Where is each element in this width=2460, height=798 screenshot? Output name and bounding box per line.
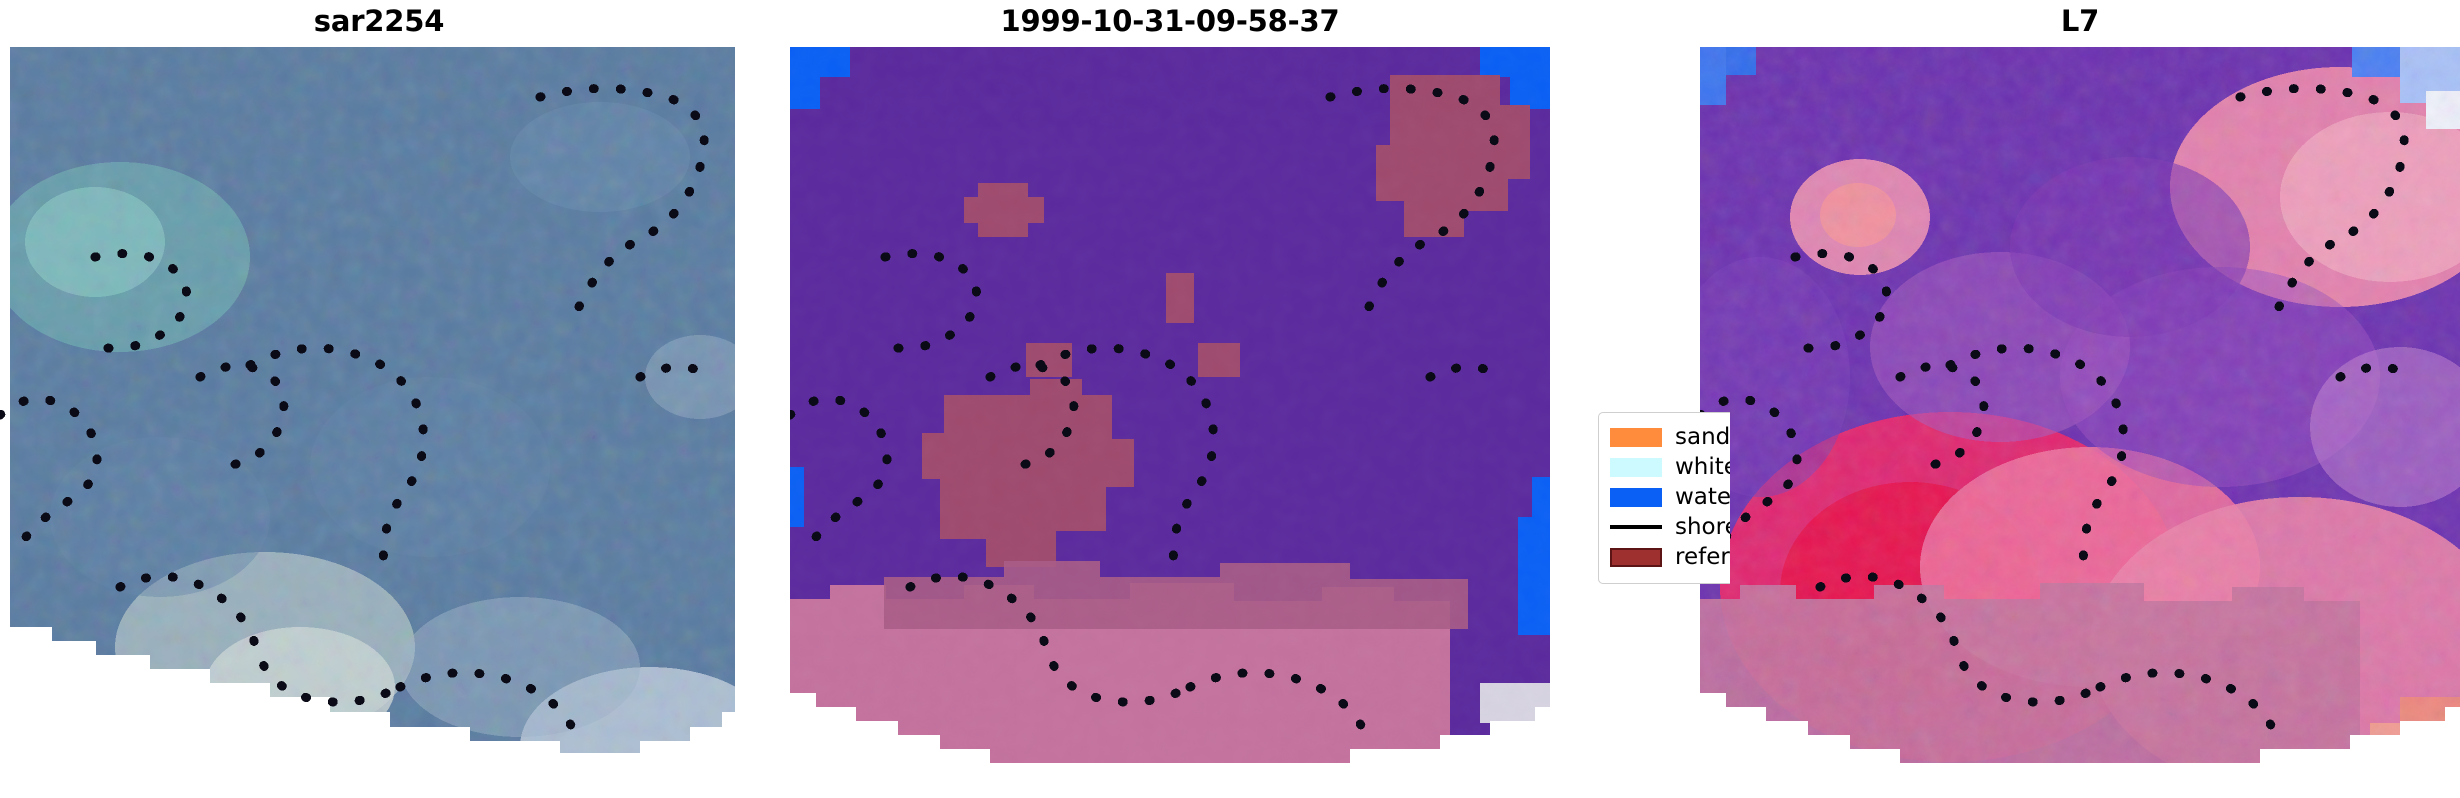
legend-swatch-whitewater-icon (1610, 457, 1662, 477)
legend-label-water: water (1675, 483, 1730, 510)
panel-image-sar2254 (0, 47, 758, 767)
panel-image-l7 (1700, 47, 2460, 767)
shoreline-overlay-l7 (1700, 84, 2417, 732)
legend-label-sand: sand (1675, 423, 1730, 450)
legend-item-shoreline: shoreline (1599, 512, 1730, 542)
legend-label-shoreline: shoreline (1675, 513, 1730, 540)
legend-item-water: water (1599, 482, 1730, 512)
legend-swatch-reference-icon (1610, 547, 1662, 567)
legend-label-whitewater: whitewater (1675, 453, 1730, 480)
panel-classification: 1999-10-31-09-58-37 (790, 0, 1550, 798)
panel-sar2254: sar2254 (0, 0, 758, 798)
panel-image-classification (790, 47, 1550, 767)
legend-line-shoreline-icon (1610, 518, 1662, 537)
legend-item-reference: reference shoreline (1599, 542, 1730, 572)
panel-title-l7: L7 (2060, 4, 2100, 38)
legend-swatch-sand-icon (1610, 427, 1662, 447)
legend-box: sand whitewater water shoreline referenc… (1598, 412, 1730, 584)
legend-item-whitewater: whitewater (1599, 452, 1730, 482)
shoreline-overlay-classification (790, 84, 1507, 732)
legend-label-reference: reference shoreline (1675, 543, 1730, 570)
legend: sand whitewater water shoreline referenc… (1598, 412, 1730, 584)
legend-item-sand: sand (1599, 422, 1730, 452)
panel-title-sar2254: sar2254 (313, 4, 445, 38)
shoreline-overlay-sar (0, 84, 717, 732)
panel-l7: L7 (1700, 0, 2460, 798)
panel-title-classification: 1999-10-31-09-58-37 (1000, 4, 1340, 38)
legend-swatch-water-icon (1610, 487, 1662, 507)
